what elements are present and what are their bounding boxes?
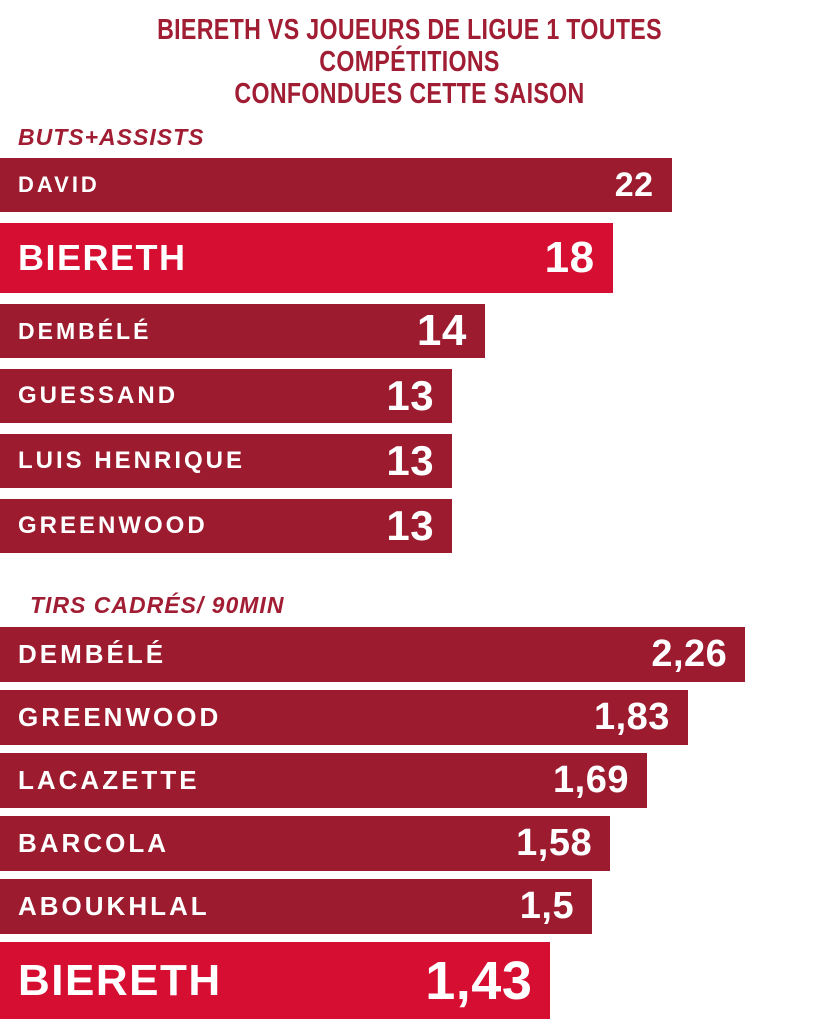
bar-dembele: DEMBÉLÉ 2,26 — [0, 627, 746, 683]
bar-label: BIERETH — [18, 237, 187, 279]
bar-value: 1,43 — [425, 950, 533, 1011]
bar-group-tirs-cadres: DEMBÉLÉ 2,26 GREENWOOD 1,83 LACAZETTE 1,69 BAR… — [0, 627, 819, 1020]
bar-value: 22 — [614, 165, 654, 204]
chart-title: BIERETH VS JOUEURS DE LIGUE 1 TOUTES COM… — [82, 0, 737, 111]
section-label-tirs-cadres: TIRS CADRÉS/ 90MIN — [30, 592, 285, 619]
bar-value: 13 — [386, 437, 435, 485]
bar-value: 1,83 — [593, 696, 670, 739]
bar-label: DEMBÉLÉ — [18, 639, 167, 670]
bar-greenwood: GREENWOOD 13 — [0, 499, 453, 554]
bar-label: BARCOLA — [18, 828, 169, 859]
chart-title-line-2: CONFONDUES CETTE SAISON — [234, 77, 585, 110]
bar-group-buts-assists: DAVID 22 BIERETH 18 DEMBÉLÉ 14 GUESSAND 13 LUIS … — [0, 158, 819, 554]
chart-section-buts-assists: BUTS+ASSISTS DAVID 22 BIERETH 18 DEMBÉLÉ 14 GU… — [0, 123, 819, 554]
bar-greenwood: GREENWOOD 1,83 — [0, 690, 688, 746]
bar-lacazette: LACAZETTE 1,69 — [0, 753, 647, 809]
bar-label: GUESSAND — [18, 382, 179, 410]
bar-value: 13 — [386, 372, 435, 420]
bar-guessand: GUESSAND 13 — [0, 369, 453, 424]
bar-dembele: DEMBÉLÉ 14 — [0, 304, 485, 359]
bar-label: GREENWOOD — [18, 702, 222, 733]
bar-value: 14 — [416, 306, 467, 356]
bar-aboukhlal: ABOUKHLAL 1,5 — [0, 879, 593, 935]
chart-title-line-1: BIERETH VS JOUEURS DE LIGUE 1 TOUTES COM… — [157, 14, 662, 78]
bar-label: DAVID — [18, 172, 100, 198]
bar-value: 1,5 — [519, 885, 575, 928]
bar-label: DEMBÉLÉ — [18, 317, 152, 344]
bar-biereth: BIERETH 18 — [0, 223, 613, 294]
bar-value: 1,69 — [553, 759, 629, 802]
bar-value: 2,26 — [651, 633, 728, 676]
bar-david: DAVID 22 — [0, 158, 672, 213]
bar-label: BIERETH — [18, 955, 222, 1005]
bar-value: 13 — [386, 502, 435, 550]
section-label-buts-assists: BUTS+ASSISTS — [18, 123, 205, 150]
bar-biereth: BIERETH 1,43 — [0, 942, 551, 1020]
bar-label: LUIS HENRIQUE — [18, 447, 246, 475]
bar-barcola: BARCOLA 1,58 — [0, 816, 611, 872]
bar-luis-henrique: LUIS HENRIQUE 13 — [0, 434, 453, 489]
bar-label: LACAZETTE — [18, 765, 200, 796]
bar-label: ABOUKHLAL — [18, 891, 210, 922]
bar-value: 1,58 — [516, 822, 593, 865]
bar-label: GREENWOOD — [18, 512, 208, 540]
chart-section-tirs-cadres: TIRS CADRÉS/ 90MIN DEMBÉLÉ 2,26 GREENWOOD 1… — [0, 591, 819, 1020]
bar-value: 18 — [544, 233, 595, 283]
